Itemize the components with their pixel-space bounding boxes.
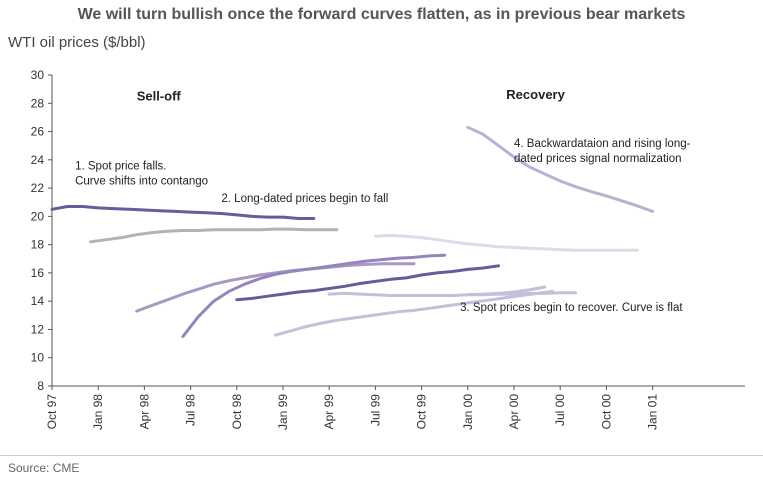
y-tick-label: 28 xyxy=(31,96,45,110)
y-tick-label: 8 xyxy=(37,379,44,393)
y-tick-label: 30 xyxy=(31,68,45,82)
x-tick-label: Jul 99 xyxy=(368,394,382,426)
x-axis: Oct 97 Jan 98 Apr 98 Jul 98 Oct 98 Jan 99 Apr … xyxy=(45,385,745,430)
y-tick-label: 18 xyxy=(31,238,45,252)
series-line-curve-jul99 xyxy=(373,233,639,252)
annotation: 3. Spot prices begin to recover. Curve i… xyxy=(460,302,683,314)
annotation-line: 3. Spot prices begin to recover. Curve i… xyxy=(460,302,683,314)
annotation-line: dated prices signal normalization xyxy=(514,153,681,165)
x-tick-label: Jul 98 xyxy=(184,394,198,426)
x-tick-label: Oct 98 xyxy=(230,394,244,430)
x-tick-label: Jan 00 xyxy=(461,394,475,430)
x-tick-label: Oct 00 xyxy=(599,394,613,430)
series-line-curve-apr99 xyxy=(327,285,547,297)
x-tick-label: Jan 01 xyxy=(646,394,660,430)
y-tick-label: 24 xyxy=(31,153,45,167)
section-label: Recovery xyxy=(506,87,565,102)
annotation-group: Sell-off Recovery 1. Spot price falls. Curv… xyxy=(75,87,691,314)
annotation: 2. Long-dated prices begin to fall xyxy=(221,193,388,205)
y-tick-label: 12 xyxy=(31,322,45,336)
annotation-line: 1. Spot price falls. xyxy=(75,161,166,173)
series-line-curve-jul98 xyxy=(181,253,447,338)
series-line-curve-oct97 xyxy=(50,205,316,220)
x-tick-label: Oct 97 xyxy=(45,394,59,430)
y-axis: 8 10 12 14 16 18 20 22 24 26 28 30 xyxy=(31,68,53,393)
x-tick-label: Jan 99 xyxy=(276,394,290,430)
series-line-curve-oct98 xyxy=(235,264,501,302)
y-tick-label: 26 xyxy=(31,125,45,139)
x-tick-label: Oct 99 xyxy=(415,394,429,430)
y-tick-label: 20 xyxy=(31,209,45,223)
y-axis-label: WTI oil prices ($/bbl) xyxy=(8,34,146,51)
y-tick-label: 10 xyxy=(31,351,45,365)
y-tick-label: 22 xyxy=(31,181,45,195)
x-tick-label: Apr 98 xyxy=(137,394,151,430)
annotation-line: Curve shifts into contango xyxy=(75,176,208,188)
series-line-curve-jan98 xyxy=(89,227,339,244)
series-line-curve-oct99 xyxy=(466,291,578,297)
source-note: Source: CME xyxy=(8,461,80,475)
chart-title: We will turn bullish once the forward cu… xyxy=(77,6,686,23)
annotation-line: 2. Long-dated prices begin to fall xyxy=(221,193,388,205)
annotation: 1. Spot price falls. Curve shifts into co… xyxy=(75,161,208,188)
annotation-line: 4. Backwardataion and rising long- xyxy=(514,138,691,150)
series-line-curve-jan00 xyxy=(466,125,655,213)
y-tick-label: 14 xyxy=(31,294,45,308)
series-line-curve-jan99 xyxy=(273,289,554,337)
y-tick-label: 16 xyxy=(31,266,45,280)
x-tick-label: Jan 98 xyxy=(91,394,105,430)
section-label: Sell-off xyxy=(137,88,182,103)
x-tick-label: Apr 99 xyxy=(322,394,336,430)
footer-divider xyxy=(0,455,763,456)
x-tick-label: Apr 00 xyxy=(507,394,521,430)
x-tick-label: Jul 00 xyxy=(553,394,567,426)
annotation: 4. Backwardataion and rising long-dated … xyxy=(514,138,691,165)
series-line-curve-apr98 xyxy=(135,262,416,313)
series-group xyxy=(50,125,655,338)
